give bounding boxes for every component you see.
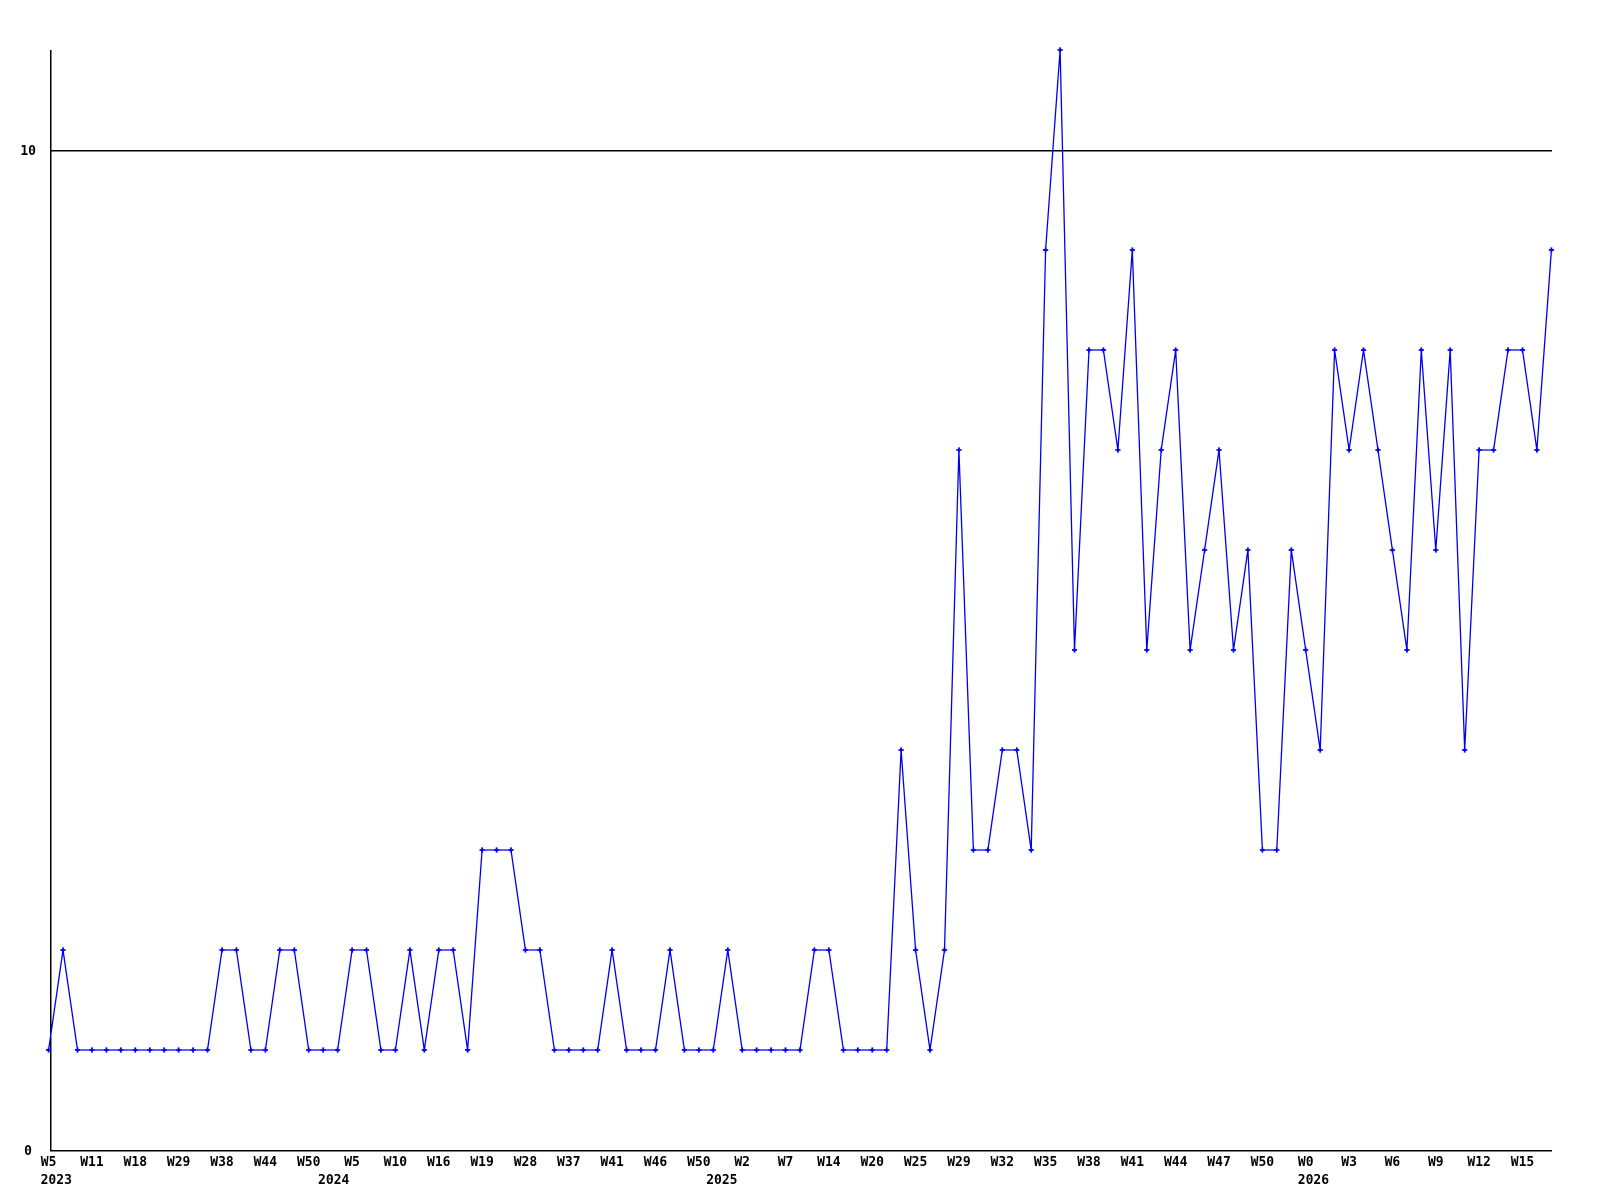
x-tick-label: W50 bbox=[297, 1155, 321, 1170]
x-tick-label: W7 bbox=[778, 1155, 794, 1170]
x-tick-label: W3 bbox=[1341, 1155, 1357, 1170]
x-tick-label: W44 bbox=[254, 1155, 278, 1170]
x-tick-label: W41 bbox=[1121, 1155, 1145, 1170]
year-label: 2026 bbox=[1298, 1173, 1329, 1188]
y-axis-label-0: 0 bbox=[24, 1144, 32, 1159]
x-tick-label: W28 bbox=[514, 1155, 538, 1170]
x-tick-label: W11 bbox=[80, 1155, 104, 1170]
x-tick-label: W38 bbox=[1077, 1155, 1101, 1170]
x-tick-label: W35 bbox=[1034, 1155, 1057, 1170]
x-tick-label: W19 bbox=[470, 1155, 493, 1170]
x-tick-label: W16 bbox=[427, 1155, 451, 1170]
x-tick-label: W15 bbox=[1511, 1155, 1534, 1170]
x-tick-label: W9 bbox=[1428, 1155, 1444, 1170]
y-axis-label-10: 10 bbox=[20, 144, 36, 159]
x-tick-label: W5 bbox=[344, 1155, 360, 1170]
x-tick-label: W50 bbox=[687, 1155, 711, 1170]
x-tick-label: W47 bbox=[1207, 1155, 1230, 1170]
data-point-markers bbox=[46, 47, 1554, 1053]
x-tick-label: W0 bbox=[1298, 1155, 1314, 1170]
x-tick-label: W18 bbox=[124, 1155, 148, 1170]
year-label: 2024 bbox=[318, 1173, 349, 1188]
x-tick-label: W32 bbox=[991, 1155, 1014, 1170]
x-tick-label: W46 bbox=[644, 1155, 668, 1170]
x-tick-label: W20 bbox=[861, 1155, 885, 1170]
year-label: 2025 bbox=[706, 1173, 737, 1188]
x-tick-label: W41 bbox=[600, 1155, 624, 1170]
x-tick-label: W38 bbox=[210, 1155, 234, 1170]
x-tick-label: W25 bbox=[904, 1155, 927, 1170]
x-tick-label: W2 bbox=[734, 1155, 750, 1170]
year-label: 2023 bbox=[41, 1173, 72, 1188]
x-tick-label: W14 bbox=[817, 1155, 841, 1170]
x-tick-label: W29 bbox=[947, 1155, 970, 1170]
x-tick-label: W12 bbox=[1467, 1155, 1490, 1170]
x-tick-label: W44 bbox=[1164, 1155, 1188, 1170]
x-tick-label: W29 bbox=[167, 1155, 190, 1170]
series-line bbox=[47, 49, 1553, 1051]
x-tick-label: W5 bbox=[41, 1155, 57, 1170]
x-tick-label: W37 bbox=[557, 1155, 580, 1170]
x-tick-label: W10 bbox=[384, 1155, 408, 1170]
x-tick-label: W6 bbox=[1385, 1155, 1401, 1170]
x-tick-label: W50 bbox=[1251, 1155, 1275, 1170]
